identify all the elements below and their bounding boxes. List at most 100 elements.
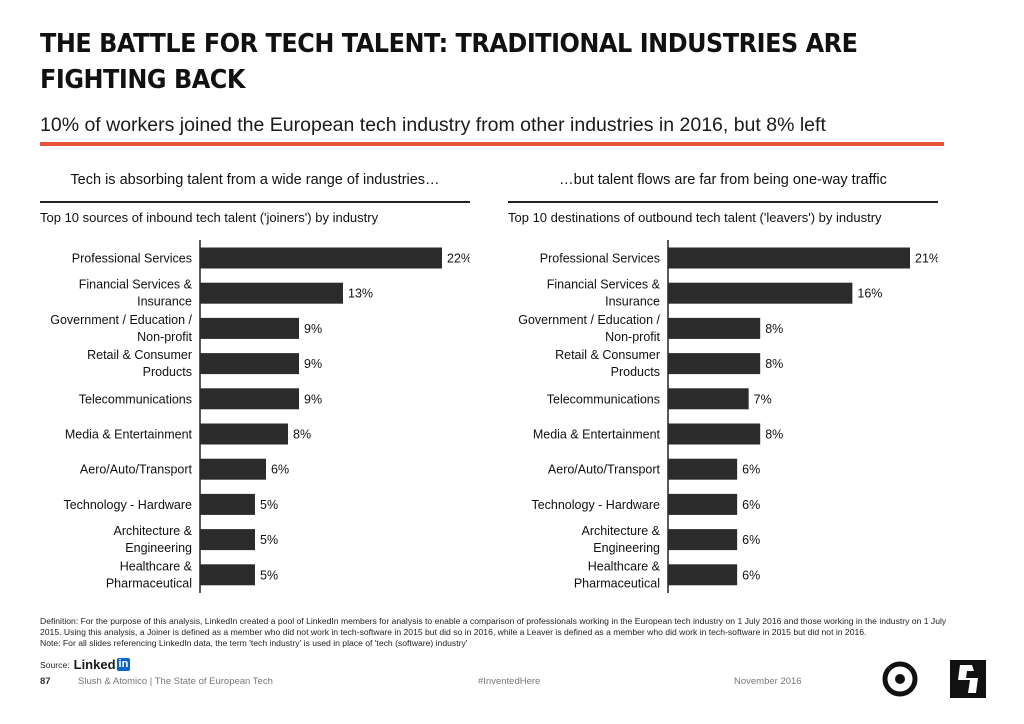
joiners-value-label: 22% — [447, 252, 470, 266]
joiners-value-label: 9% — [304, 357, 322, 371]
joiners-category-line: Healthcare & — [120, 559, 193, 573]
joiners-bar — [200, 353, 299, 375]
joiners-category-line: Engineering — [125, 541, 192, 555]
joiners-chart-title: Top 10 sources of inbound tech talent ('… — [40, 210, 379, 225]
joiners-bar — [200, 388, 299, 410]
leavers-divider — [508, 201, 938, 203]
joiners-value-label: 6% — [271, 463, 289, 477]
joiners-divider — [40, 201, 470, 203]
joiners-category-line: Media & Entertainment — [65, 428, 193, 442]
leavers-category-line: Products — [611, 365, 660, 379]
definition-footnote: Definition: For the purpose of this anal… — [40, 616, 960, 649]
leavers-category-line: Non-profit — [605, 330, 660, 344]
page-title: THE BATTLE FOR TECH TALENT: TRADITIONAL … — [40, 29, 858, 95]
joiners-category-label: Architecture & Engineering — [113, 524, 192, 555]
atomico-logo-icon — [882, 661, 918, 697]
leavers-bar — [668, 458, 738, 480]
joiners-value-label: 5% — [260, 568, 278, 582]
leavers-value-label: 16% — [857, 287, 882, 301]
leavers-value-label: 8% — [765, 428, 783, 442]
source-label: Source: — [40, 659, 70, 670]
joiners-category-label: Professional Services — [72, 252, 192, 266]
joiners-value-label: 9% — [304, 392, 322, 406]
joiners-bar — [200, 493, 255, 515]
leavers-category-label: Telecommunications — [547, 392, 660, 406]
leavers-bar — [668, 423, 761, 445]
definition-text: Definition: For the purpose of this anal… — [40, 616, 947, 637]
leavers-category-line: Government / Education / — [518, 313, 660, 327]
linkedin-in-mark: in — [116, 658, 131, 671]
joiners-heading: Tech is absorbing talent from a wide ran… — [70, 172, 440, 188]
joiners-bar — [200, 423, 288, 445]
leavers-category-label: Architecture & Engineering — [581, 524, 660, 555]
leavers-bar — [668, 247, 910, 269]
leavers-category-label: Technology - Hardware — [531, 498, 660, 512]
joiners-bar — [200, 529, 255, 551]
leavers-value-label: 8% — [765, 322, 783, 336]
leavers-category-line: Telecommunications — [547, 392, 660, 406]
joiners-bar — [200, 458, 266, 480]
joiners-category-line: Government / Education / — [50, 313, 192, 327]
leavers-chart-title: Top 10 destinations of outbound tech tal… — [508, 210, 882, 225]
leavers-value-label: 21% — [915, 252, 938, 266]
leavers-category-label: Financial Services & Insurance — [547, 278, 661, 309]
joiners-value-label: 9% — [304, 322, 322, 336]
joiners-value-label: 5% — [260, 498, 278, 512]
leavers-bar — [668, 529, 738, 551]
leavers-category-label: Healthcare & Pharmaceutical — [574, 559, 661, 590]
linkedin-logo-icon: Linked in — [74, 657, 131, 672]
joiners-category-label: Media & Entertainment — [65, 428, 193, 442]
leavers-bar — [668, 493, 738, 515]
joiners-category-line: Technology - Hardware — [63, 498, 192, 512]
leavers-value-label: 6% — [742, 568, 760, 582]
leavers-category-line: Financial Services & — [547, 278, 661, 292]
leavers-category-line: Technology - Hardware — [531, 498, 660, 512]
page-number: 87 — [40, 676, 51, 687]
leavers-bar — [668, 353, 761, 375]
accent-divider — [40, 142, 944, 146]
joiners-category-label: Healthcare & Pharmaceutical — [106, 559, 193, 590]
joiners-category-label: Telecommunications — [79, 392, 192, 406]
leavers-category-line: Insurance — [605, 295, 660, 309]
report-title: Slush & Atomico | The State of European … — [78, 676, 273, 687]
linkedin-wordmark: Linked — [73, 657, 116, 672]
leavers-value-label: 7% — [754, 392, 772, 406]
joiners-category-line: Non-profit — [137, 330, 192, 344]
joiners-bar — [200, 282, 343, 304]
leavers-category-line: Architecture & — [581, 524, 660, 538]
leavers-category-label: Government / Education / Non-profit — [518, 313, 660, 344]
leavers-category-label: Media & Entertainment — [533, 428, 661, 442]
joiners-value-label: 13% — [348, 287, 373, 301]
joiners-bar — [200, 317, 299, 339]
page-subtitle: 10% of workers joined the European tech … — [40, 114, 826, 136]
leavers-panel: …but talent flows are far from being one… — [508, 168, 938, 598]
joiners-category-line: Retail & Consumer — [87, 348, 192, 362]
leavers-category-line: Aero/Auto/Transport — [548, 463, 661, 477]
joiners-category-line: Insurance — [137, 295, 192, 309]
joiners-category-line: Pharmaceutical — [106, 576, 192, 590]
leavers-category-line: Retail & Consumer — [555, 348, 660, 362]
leavers-bar — [668, 564, 738, 586]
leavers-category-line: Engineering — [593, 541, 660, 555]
joiners-panel: Tech is absorbing talent from a wide ran… — [40, 168, 470, 598]
leavers-value-label: 6% — [742, 533, 760, 547]
leavers-category-line: Media & Entertainment — [533, 428, 661, 442]
joiners-category-line: Telecommunications — [79, 392, 192, 406]
joiners-category-label: Technology - Hardware — [63, 498, 192, 512]
leavers-bar — [668, 317, 761, 339]
report-date: November 2016 — [734, 676, 802, 687]
note-text: Note: For all slides referencing LinkedI… — [40, 638, 468, 648]
slush-logo-icon — [950, 660, 986, 698]
joiners-bar — [200, 564, 255, 586]
joiners-category-label: Government / Education / Non-profit — [50, 313, 192, 344]
joiners-bar-chart: 22% Professional Services 13% Financial Ser… — [50, 240, 470, 593]
leavers-bar — [668, 388, 749, 410]
leavers-category-label: Retail & Consumer Products — [555, 348, 660, 379]
joiners-bar — [200, 247, 442, 269]
joiners-category-line: Financial Services & — [79, 278, 193, 292]
leavers-category-line: Healthcare & — [588, 559, 661, 573]
leavers-bar-chart: 21% Professional Services 16% Financial Ser… — [518, 240, 938, 593]
hashtag: #InventedHere — [478, 676, 541, 687]
joiners-value-label: 8% — [293, 428, 311, 442]
leavers-category-line: Professional Services — [540, 252, 660, 266]
